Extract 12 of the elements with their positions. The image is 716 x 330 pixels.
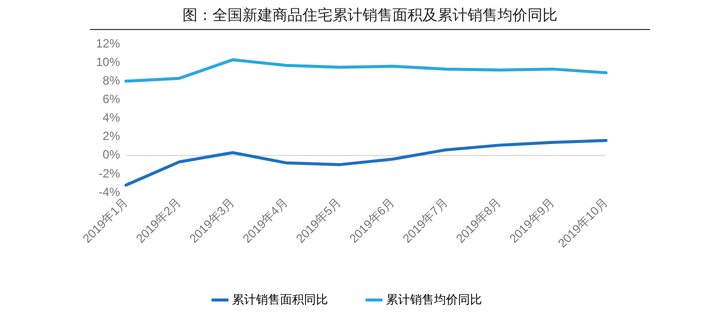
y-tick-label: 10% — [96, 54, 120, 69]
y-tick-label: -2% — [98, 166, 120, 180]
y-tick-label: 4% — [102, 110, 120, 125]
legend-label: 累计销售均价同比 — [386, 292, 482, 306]
legend-label: 累计销售面积同比 — [232, 292, 328, 306]
y-tick-label: -4% — [98, 184, 120, 199]
y-tick-label: 12% — [96, 36, 120, 50]
y-tick-label: 6% — [102, 92, 120, 106]
y-tick-label: 0% — [102, 148, 120, 162]
y-tick-label: 8% — [102, 73, 120, 88]
chart-title: 图：全国新建商品住宅累计销售面积及累计销售均价同比 — [90, 6, 650, 30]
y-tick-label: 2% — [102, 129, 120, 144]
